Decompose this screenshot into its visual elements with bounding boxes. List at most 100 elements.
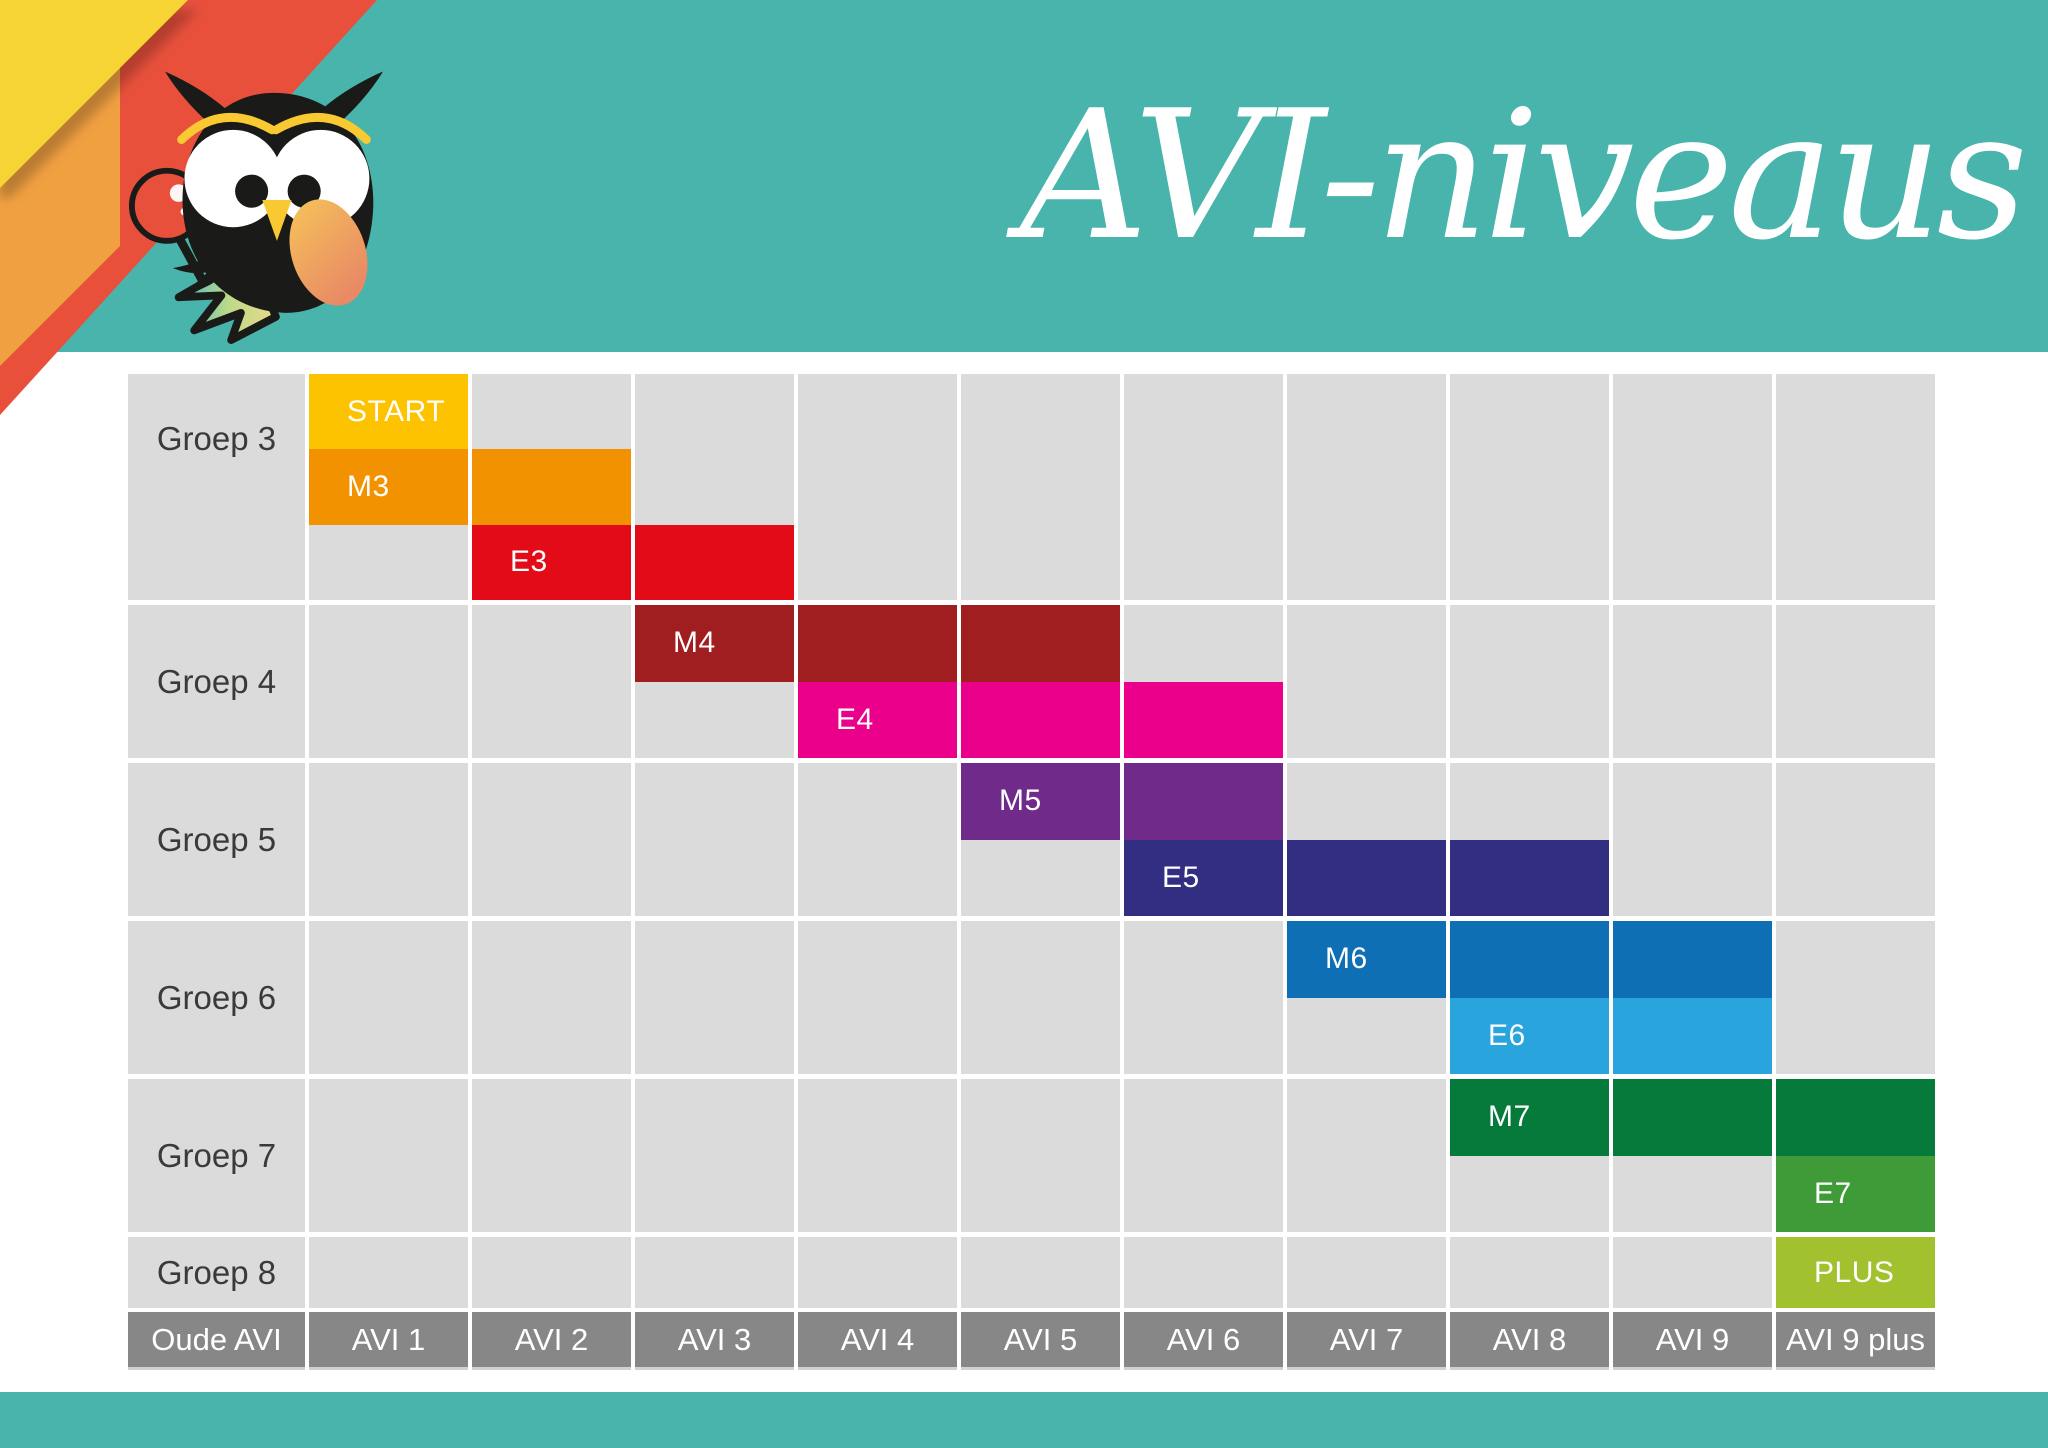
level-label: START bbox=[347, 394, 446, 428]
grid-cell bbox=[1287, 605, 1446, 758]
column-header-text: AVI 6 bbox=[1166, 1321, 1241, 1357]
owl-ear-tuft-right bbox=[322, 71, 384, 125]
level-label: M3 bbox=[347, 469, 390, 503]
level-band-m7 bbox=[1613, 1079, 1772, 1156]
level-band-e5 bbox=[1450, 839, 1609, 916]
level-band-m5 bbox=[1124, 763, 1283, 840]
column-header-avi-8: AVI 8 bbox=[1450, 1312, 1609, 1367]
column-header-text: AVI 3 bbox=[677, 1321, 752, 1357]
column-header-text: AVI 5 bbox=[1003, 1321, 1078, 1357]
owl-ear-tuft-left bbox=[164, 71, 226, 125]
column-header-avi-9: AVI 9 bbox=[1613, 1312, 1772, 1367]
level-band-m7: M7 bbox=[1450, 1079, 1609, 1156]
grid-cell bbox=[635, 1079, 794, 1232]
owl-wing bbox=[172, 240, 239, 298]
grid-cell bbox=[635, 921, 794, 1074]
level-band-e4 bbox=[961, 681, 1120, 758]
level-band-m6: M6 bbox=[1287, 921, 1446, 998]
owl-eyebrow-right bbox=[271, 113, 371, 144]
owl-pupil-right bbox=[287, 174, 321, 208]
level-label: E3 bbox=[510, 545, 548, 579]
owl-pupil-left bbox=[235, 174, 269, 208]
row-label-text: Groep 7 bbox=[156, 1136, 277, 1174]
level-band-e5: E5 bbox=[1124, 839, 1283, 916]
grid-cell bbox=[1613, 1237, 1772, 1308]
grid-cell bbox=[961, 374, 1120, 600]
row-label-groep-5: Groep 5 bbox=[128, 763, 305, 916]
grid-cell bbox=[1287, 1079, 1446, 1232]
column-header-avi-9-plus: AVI 9 plus bbox=[1776, 1312, 1935, 1367]
grid-cell bbox=[961, 1237, 1120, 1308]
row-label-groep-6: Groep 6 bbox=[128, 921, 305, 1074]
column-header-avi-6: AVI 6 bbox=[1124, 1312, 1283, 1367]
level-label: M6 bbox=[1325, 942, 1368, 976]
grid-cell bbox=[635, 1237, 794, 1308]
row-label-text: Groep 4 bbox=[156, 662, 277, 700]
level-band-m4: M4 bbox=[635, 605, 794, 682]
level-band-m3 bbox=[472, 449, 631, 525]
row-label-text: Groep 8 bbox=[156, 1253, 277, 1291]
level-label: E4 bbox=[836, 702, 874, 736]
level-band-start: START bbox=[309, 374, 468, 450]
avi-table: Groep 3 Groep 4 Groep 5 Groep 6 Groep 7 Groep… bbox=[128, 374, 1935, 1367]
level-band-e4 bbox=[1124, 681, 1283, 758]
grid-cell bbox=[472, 1079, 631, 1232]
owl-logo bbox=[128, 71, 384, 344]
column-header-avi-1: AVI 1 bbox=[309, 1312, 468, 1367]
level-band-m4 bbox=[961, 605, 1120, 682]
grid-cell bbox=[961, 1079, 1120, 1232]
grid-cell bbox=[472, 763, 631, 916]
level-band-plus: PLUS bbox=[1776, 1237, 1935, 1308]
column-header-avi-4: AVI 4 bbox=[798, 1312, 957, 1367]
column-header-text: Oude AVI bbox=[151, 1321, 282, 1357]
level-label: PLUS bbox=[1814, 1255, 1895, 1289]
column-header-avi-5: AVI 5 bbox=[961, 1312, 1120, 1367]
grid-cell bbox=[472, 605, 631, 758]
row-label-text: Groep 3 bbox=[156, 420, 277, 457]
grid-cell bbox=[1450, 374, 1609, 600]
row-label-groep-4: Groep 4 bbox=[128, 605, 305, 758]
footer-band bbox=[0, 1392, 2048, 1448]
grid-cell bbox=[309, 763, 468, 916]
grid-cell bbox=[961, 921, 1120, 1074]
row-label-groep-7: Groep 7 bbox=[128, 1079, 305, 1232]
level-band-e4: E4 bbox=[798, 681, 957, 758]
level-band-e6: E6 bbox=[1450, 997, 1609, 1074]
level-band-m5: M5 bbox=[961, 763, 1120, 840]
grid-cell bbox=[798, 1079, 957, 1232]
grid-cell bbox=[1776, 921, 1935, 1074]
column-header-text: AVI 1 bbox=[351, 1321, 426, 1357]
level-band-m3: M3 bbox=[309, 449, 468, 525]
row-label-text: Groep 5 bbox=[156, 820, 277, 858]
row-label-text: Groep 6 bbox=[156, 978, 277, 1016]
level-label: M7 bbox=[1488, 1100, 1531, 1134]
grid-cell bbox=[1776, 374, 1935, 600]
column-header-avi-7: AVI 7 bbox=[1287, 1312, 1446, 1367]
level-label: M4 bbox=[673, 626, 716, 660]
grid-cell bbox=[1450, 1237, 1609, 1308]
grid-cell bbox=[472, 1237, 631, 1308]
owl-chest bbox=[289, 199, 368, 306]
level-label: M5 bbox=[999, 784, 1042, 818]
column-header-text: AVI 4 bbox=[840, 1321, 915, 1357]
grid-cell bbox=[1124, 1079, 1283, 1232]
column-header-text: AVI 7 bbox=[1329, 1321, 1404, 1357]
row-label-groep-3: Groep 3 bbox=[128, 374, 305, 600]
grid-cell bbox=[1613, 763, 1772, 916]
column-header-text: AVI 9 bbox=[1655, 1321, 1730, 1357]
level-band-m6 bbox=[1613, 921, 1772, 998]
grid-cell bbox=[309, 1079, 468, 1232]
level-band-e3: E3 bbox=[472, 524, 631, 600]
row-label-groep-8: Groep 8 bbox=[128, 1237, 305, 1308]
grid-cell bbox=[1124, 374, 1283, 600]
column-header-oude-avi: Oude AVI bbox=[128, 1312, 305, 1367]
grid-cell bbox=[798, 763, 957, 916]
owl-beak bbox=[262, 199, 292, 241]
grid-cell bbox=[1450, 605, 1609, 758]
grid-cell bbox=[1613, 605, 1772, 758]
grid-cell bbox=[1287, 374, 1446, 600]
level-label: E6 bbox=[1488, 1018, 1526, 1052]
level-label: E7 bbox=[1814, 1176, 1852, 1210]
level-band-m7 bbox=[1776, 1079, 1935, 1156]
